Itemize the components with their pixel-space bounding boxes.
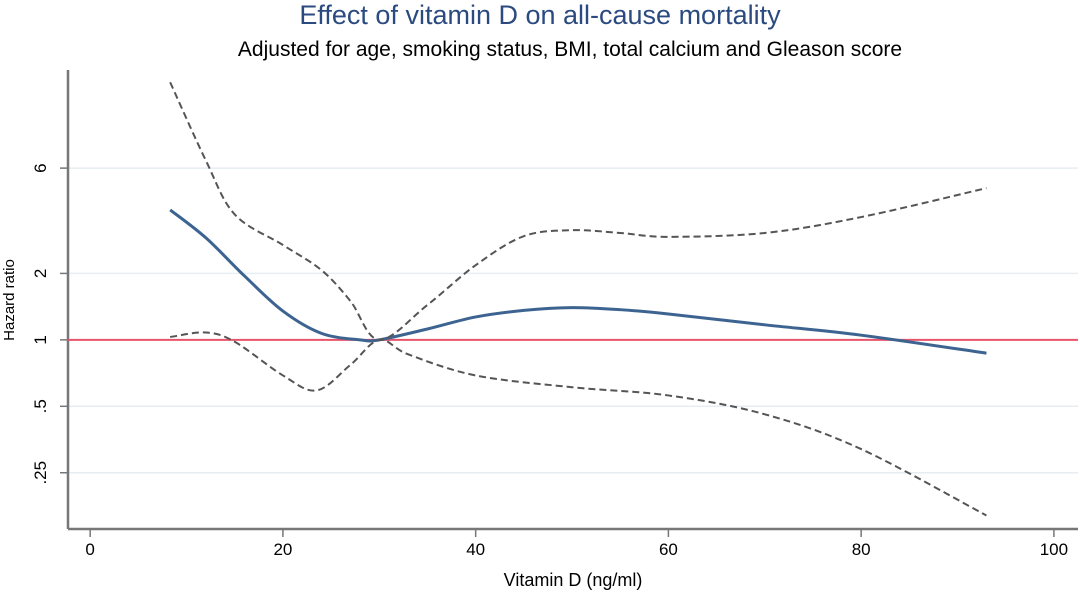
y-tick-label: .5 — [31, 399, 50, 413]
upper-ci-line — [169, 81, 987, 341]
chart-subtitle: Adjusted for age, smoking status, BMI, t… — [237, 38, 903, 61]
x-tick-label: 100 — [1040, 540, 1068, 559]
y-tick-label: 6 — [31, 163, 50, 172]
estimate-line — [169, 208, 987, 355]
x-tick-label: 60 — [659, 540, 678, 559]
x-tick-label: 0 — [85, 540, 94, 559]
x-tick-label: 40 — [466, 540, 485, 559]
y-tick-label: 2 — [31, 269, 50, 278]
x-axis-label: Vitamin D (ng/ml) — [504, 570, 643, 590]
y-tick-label: 1 — [31, 335, 50, 344]
x-tick-label: 20 — [273, 540, 292, 559]
lower-ci-line — [170, 331, 987, 517]
x-tick-label: 80 — [852, 540, 871, 559]
y-tick-label: .25 — [31, 461, 50, 485]
chart-title: Effect of vitamin D on all-cause mortali… — [299, 0, 781, 30]
y-axis-label: Hazard ratio — [1, 259, 18, 341]
